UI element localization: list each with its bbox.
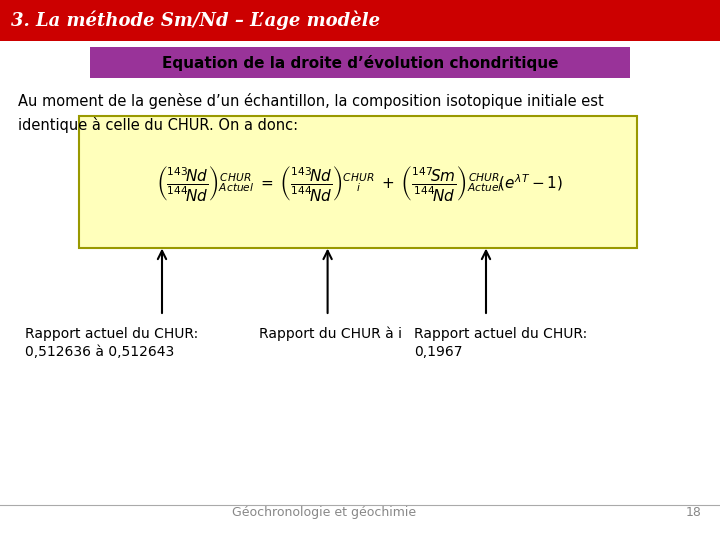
Text: Rapport actuel du CHUR:
0,1967: Rapport actuel du CHUR: 0,1967 xyxy=(414,327,588,359)
Text: $\left(\dfrac{^{143}\!Nd}{^{144}\!Nd}\right)_{\substack{CHUR\\Actuel}}$$\;=\;\le: $\left(\dfrac{^{143}\!Nd}{^{144}\!Nd}\ri… xyxy=(156,164,564,203)
Text: Géochronologie et géochimie: Géochronologie et géochimie xyxy=(232,507,416,519)
Text: Rapport actuel du CHUR:
0,512636 à 0,512643: Rapport actuel du CHUR: 0,512636 à 0,512… xyxy=(25,327,199,359)
Text: Equation de la droite d’évolution chondritique: Equation de la droite d’évolution chondr… xyxy=(162,55,558,71)
FancyBboxPatch shape xyxy=(79,116,637,248)
Text: Rapport du CHUR à i: Rapport du CHUR à i xyxy=(259,327,402,341)
FancyBboxPatch shape xyxy=(90,47,630,78)
Text: Au moment de la genèse d’un échantillon, la composition isotopique initiale est
: Au moment de la genèse d’un échantillon,… xyxy=(18,93,604,133)
Text: 18: 18 xyxy=(686,507,702,519)
FancyBboxPatch shape xyxy=(0,0,720,40)
Text: 3. La méthode Sm/Nd – L’age modèle: 3. La méthode Sm/Nd – L’age modèle xyxy=(11,10,380,30)
